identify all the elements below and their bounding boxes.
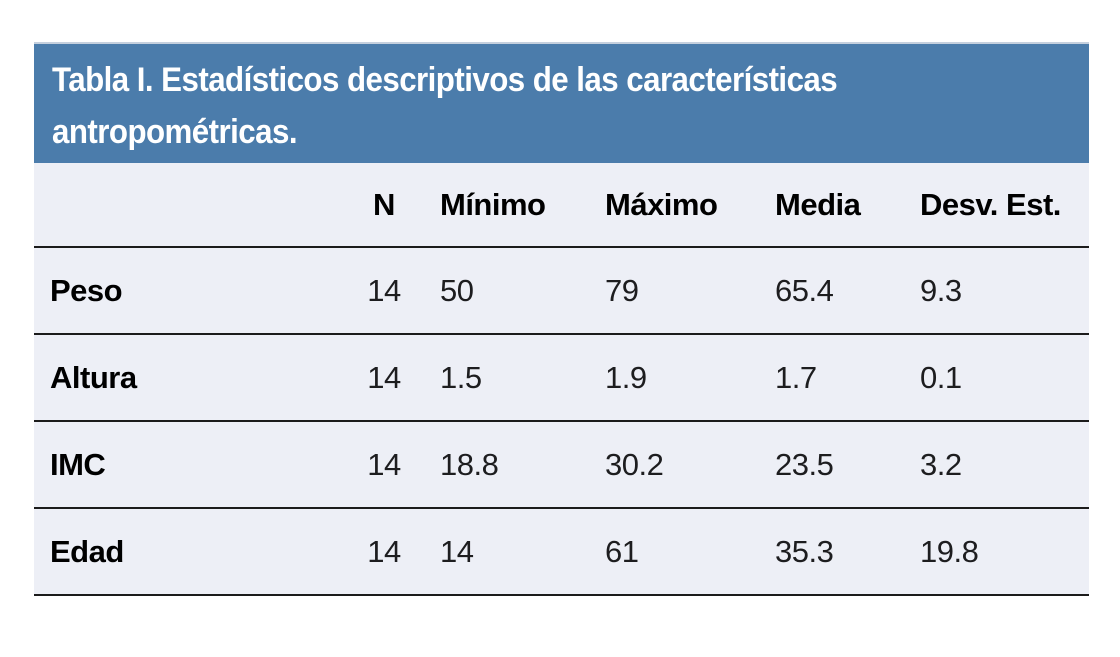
table-row-altura: Altura 14 1.5 1.9 1.7 0.1	[34, 335, 1089, 422]
table-title-line2: antropométricas.	[52, 113, 298, 151]
cell-desv-est: 3.2	[920, 446, 962, 482]
table-header-row: N Mínimo Máximo Media Desv. Est.	[34, 163, 1089, 248]
cell-media: 65.4	[775, 272, 834, 308]
cell-maximo: 30.2	[605, 446, 664, 482]
cell-minimo: 50	[440, 272, 474, 308]
column-header-maximo: Máximo	[605, 186, 718, 222]
row-label: Altura	[50, 359, 137, 395]
cell-minimo: 18.8	[440, 446, 499, 482]
table-row-peso: Peso 14 50 79 65.4 9.3	[34, 248, 1089, 335]
table-title-band: Tabla I. Estadísticos descriptivos de la…	[34, 42, 1089, 163]
cell-minimo: 1.5	[440, 359, 482, 395]
cell-desv-est: 9.3	[920, 272, 962, 308]
row-label: Peso	[50, 272, 123, 308]
cell-maximo: 61	[605, 533, 639, 569]
table-row-edad: Edad 14 14 61 35.3 19.8	[34, 509, 1089, 596]
cell-desv-est: 0.1	[920, 359, 962, 395]
cell-media: 1.7	[775, 359, 817, 395]
cell-media: 23.5	[775, 446, 834, 482]
cell-n: 14	[367, 533, 401, 569]
cell-media: 35.3	[775, 533, 834, 569]
cell-desv-est: 19.8	[920, 533, 979, 569]
cell-n: 14	[367, 272, 401, 308]
table-title-line1: Tabla I. Estadísticos descriptivos de la…	[52, 61, 838, 99]
row-label: Edad	[50, 533, 124, 569]
row-label: IMC	[50, 446, 106, 482]
column-header-desv-est: Desv. Est.	[920, 186, 1061, 222]
cell-maximo: 1.9	[605, 359, 647, 395]
table-row-imc: IMC 14 18.8 30.2 23.5 3.2	[34, 422, 1089, 509]
cell-minimo: 14	[440, 533, 474, 569]
column-header-minimo: Mínimo	[440, 186, 546, 222]
column-header-media: Media	[775, 186, 861, 222]
cell-n: 14	[367, 446, 401, 482]
cell-n: 14	[367, 359, 401, 395]
column-header-n: N	[373, 186, 395, 222]
statistics-table: Tabla I. Estadísticos descriptivos de la…	[34, 42, 1089, 596]
cell-maximo: 79	[605, 272, 639, 308]
